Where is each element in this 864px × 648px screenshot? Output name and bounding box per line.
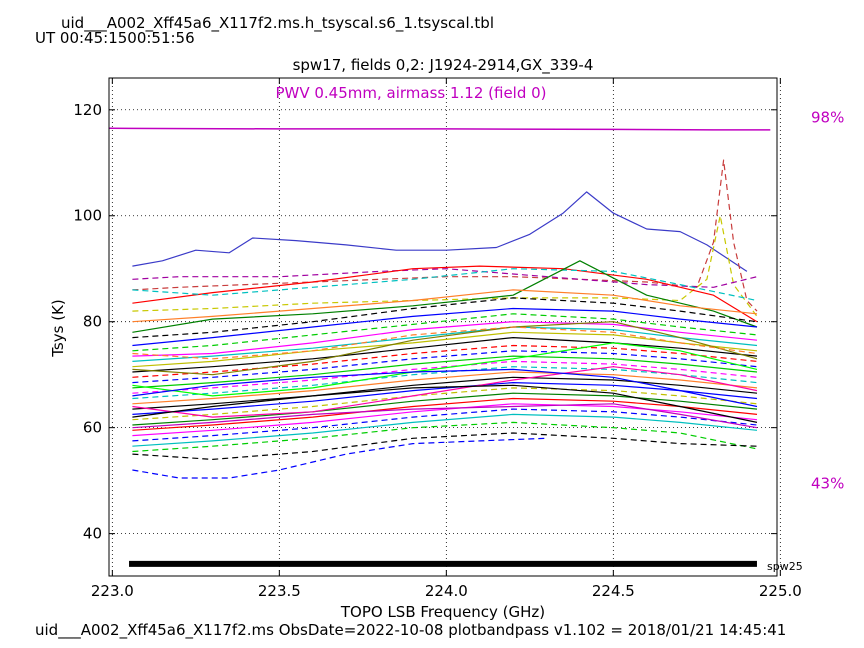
ut-range: UT 00:45:1500:51:56 bbox=[35, 29, 195, 47]
transmission-percent-label: 98% bbox=[811, 109, 844, 127]
tsys-series-line bbox=[132, 350, 758, 384]
y-tick-label: 80 bbox=[83, 313, 102, 331]
tsys-series-line bbox=[132, 321, 758, 376]
tsys-series-line bbox=[132, 376, 758, 410]
tsys-series-line bbox=[132, 355, 758, 389]
transmission-percent-label: 43% bbox=[811, 474, 844, 492]
tsys-series-line bbox=[132, 159, 758, 312]
plot-frame bbox=[108, 77, 778, 577]
tsys-series-line bbox=[132, 384, 758, 423]
tsys-series-line bbox=[132, 313, 758, 352]
transmission-curve bbox=[108, 127, 771, 131]
chart-title: spw17, fields 0,2: J1924-2914,GX_339-4 bbox=[293, 56, 594, 75]
y-tick-label: 120 bbox=[73, 101, 102, 119]
tsys-series-line bbox=[132, 331, 758, 368]
tsys-series-line bbox=[132, 421, 758, 453]
tsys-series-line bbox=[132, 342, 758, 397]
x-axis-label: TOPO LSB Frequency (GHz) bbox=[340, 603, 545, 621]
tsys-series-line bbox=[132, 268, 758, 302]
tsys-series-line bbox=[132, 215, 758, 317]
tsys-series-line bbox=[132, 344, 758, 378]
tsys-series-line bbox=[132, 387, 758, 421]
x-tick-label: 224.5 bbox=[592, 582, 635, 600]
footer-caption: uid___A002_Xff45a6_X117f2.ms ObsDate=202… bbox=[35, 621, 787, 639]
y-tick-label: 60 bbox=[83, 419, 102, 437]
y-tick-label: 40 bbox=[83, 525, 102, 543]
tsys-series-line bbox=[132, 289, 758, 323]
table-filename: uid___A002_Xff45a6_X117f2.ms.h_tsyscal.s… bbox=[61, 14, 494, 32]
tsys-series-line bbox=[132, 297, 758, 339]
spw-label: spw25 bbox=[767, 560, 803, 573]
tsys-series-line bbox=[132, 326, 758, 360]
data-lines bbox=[108, 127, 771, 567]
tsys-series-line bbox=[132, 397, 758, 431]
tsys-series-line bbox=[132, 321, 758, 357]
tsys-series-line bbox=[132, 437, 547, 479]
tsys-series-line bbox=[132, 268, 758, 288]
tsys-series-line bbox=[132, 326, 758, 362]
tsys-series-line bbox=[132, 432, 758, 460]
x-tick-label: 223.0 bbox=[91, 582, 134, 600]
x-tick-label: 224.0 bbox=[425, 582, 468, 600]
tsys-series-line bbox=[132, 366, 758, 418]
transmission-percent-labels: 98% 43% bbox=[811, 109, 844, 493]
tsys-series-line bbox=[132, 368, 758, 408]
x-tick-label: 225.0 bbox=[759, 582, 802, 600]
tsys-series-line bbox=[132, 403, 758, 429]
tsys-series-line bbox=[132, 191, 748, 272]
tsys-series-line bbox=[132, 265, 758, 323]
tsys-series-line bbox=[132, 413, 758, 447]
y-tick-label: 100 bbox=[73, 207, 102, 225]
y-axis-label: Tsys (K) bbox=[49, 299, 67, 358]
tsys-series-line bbox=[132, 392, 758, 426]
pwv-annotation: PWV 0.45mm, airmass 1.12 (field 0) bbox=[275, 84, 546, 102]
x-tick-label: 223.5 bbox=[258, 582, 301, 600]
axis-ticks: 223.0 223.5 224.0 224.5 225.0 40 60 80 100 120 bbox=[73, 78, 802, 600]
tsys-series-line bbox=[132, 260, 758, 333]
tsys-series-line bbox=[132, 371, 758, 405]
tsys-series-line bbox=[132, 408, 758, 442]
tsys-series-line bbox=[132, 307, 758, 347]
tsys-series-line bbox=[132, 337, 758, 373]
